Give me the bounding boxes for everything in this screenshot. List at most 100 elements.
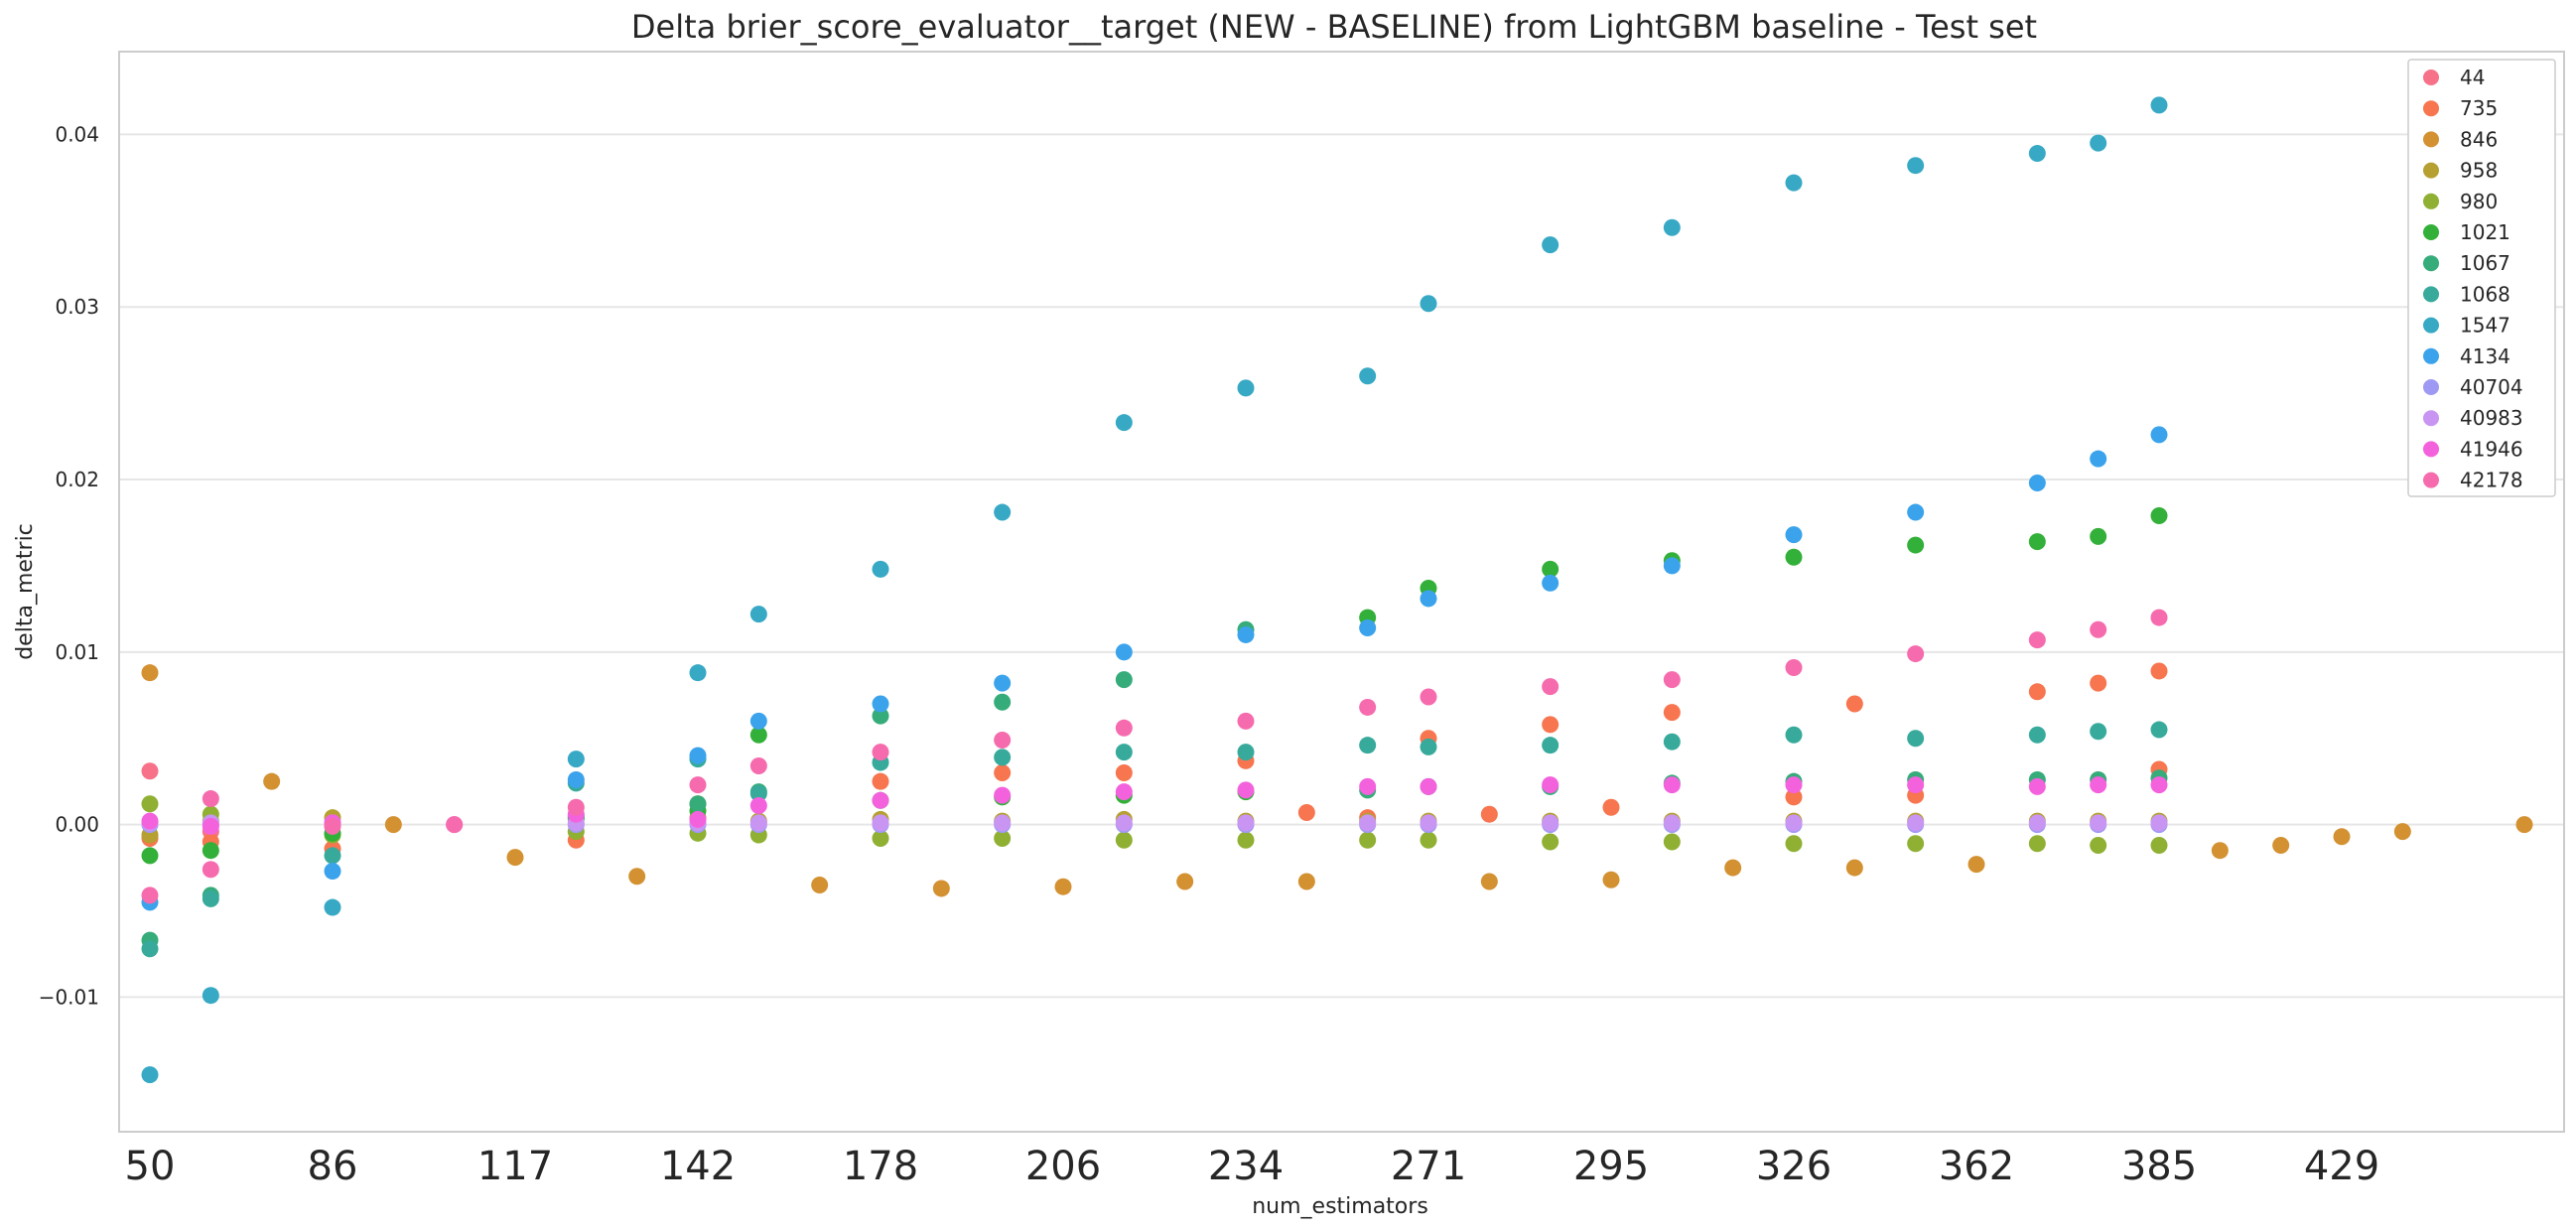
data-point-846 bbox=[1602, 871, 1620, 888]
data-point-41946 bbox=[994, 786, 1012, 804]
data-point-4134 bbox=[689, 747, 707, 764]
data-point-1068 bbox=[1542, 737, 1559, 754]
data-point-1068 bbox=[324, 847, 341, 865]
y-tick-label: −0.01 bbox=[39, 985, 99, 1009]
data-point-4134 bbox=[567, 770, 585, 788]
data-point-1068 bbox=[1359, 737, 1377, 754]
data-point-42178 bbox=[202, 790, 219, 808]
data-point-846 bbox=[932, 880, 950, 897]
data-point-42178 bbox=[2028, 631, 2046, 649]
data-point-1547 bbox=[141, 1066, 159, 1084]
data-point-735 bbox=[1115, 763, 1133, 781]
data-point-4134 bbox=[1785, 526, 1803, 544]
data-point-846 bbox=[1845, 859, 1863, 877]
data-point-735 bbox=[1785, 788, 1803, 806]
data-point-980 bbox=[2090, 836, 2107, 854]
data-point-980 bbox=[1907, 835, 1925, 853]
data-point-980 bbox=[1542, 833, 1559, 851]
x-tick-label: 117 bbox=[477, 1144, 553, 1189]
legend-label: 42178 bbox=[2460, 469, 2523, 492]
data-point-1021 bbox=[1542, 560, 1559, 578]
data-point-980 bbox=[1115, 831, 1133, 849]
data-points bbox=[141, 96, 2533, 1084]
data-point-40983 bbox=[1907, 814, 1925, 832]
data-point-41946 bbox=[2028, 777, 2046, 795]
legend-label: 846 bbox=[2460, 127, 2498, 151]
data-point-40983 bbox=[1420, 814, 1437, 832]
data-point-42178 bbox=[689, 776, 707, 794]
data-point-980 bbox=[872, 830, 889, 848]
data-point-41946 bbox=[1907, 776, 1925, 794]
data-point-4134 bbox=[1115, 643, 1133, 661]
data-point-4134 bbox=[324, 863, 341, 881]
data-point-41946 bbox=[1115, 783, 1133, 801]
data-point-41946 bbox=[689, 810, 707, 828]
data-point-1068 bbox=[2028, 726, 2046, 744]
legend-label: 958 bbox=[2460, 159, 2498, 183]
x-tick-labels: 50 86 117 142 178 206 234 271 295 326 362 385 429 bbox=[125, 1144, 2380, 1189]
legend-marker bbox=[2423, 286, 2439, 303]
data-point-1068 bbox=[202, 889, 219, 907]
legend-marker bbox=[2423, 410, 2439, 427]
data-point-1547 bbox=[872, 560, 889, 578]
data-point-735 bbox=[994, 763, 1012, 781]
x-tick-label: 234 bbox=[1208, 1144, 1284, 1189]
data-point-41946 bbox=[141, 812, 159, 830]
data-point-42178 bbox=[324, 817, 341, 835]
legend-marker bbox=[2423, 255, 2439, 272]
data-point-41946 bbox=[1663, 776, 1681, 794]
data-point-846 bbox=[1054, 878, 1072, 895]
data-point-735 bbox=[2028, 683, 2046, 701]
data-point-42178 bbox=[2150, 609, 2168, 626]
data-point-1067 bbox=[872, 707, 889, 725]
data-point-42178 bbox=[567, 798, 585, 816]
data-point-41946 bbox=[749, 797, 767, 815]
data-point-4134 bbox=[1663, 557, 1681, 575]
y-axis-label: delta_metric bbox=[13, 523, 38, 660]
data-point-1021 bbox=[1907, 536, 1925, 554]
legend-label: 735 bbox=[2460, 96, 2498, 120]
data-point-735 bbox=[1602, 798, 1620, 816]
data-point-980 bbox=[141, 795, 159, 813]
data-point-1068 bbox=[1907, 730, 1925, 748]
data-point-42178 bbox=[872, 744, 889, 761]
data-point-42178 bbox=[1115, 719, 1133, 737]
x-tick-label: 86 bbox=[308, 1144, 358, 1189]
chart-title: Delta brier_score_evaluator__target (NEW… bbox=[631, 8, 2037, 46]
legend-label: 980 bbox=[2460, 190, 2498, 213]
data-point-4134 bbox=[2090, 450, 2107, 468]
data-point-40983 bbox=[1237, 814, 1255, 832]
data-point-1067 bbox=[689, 795, 707, 813]
data-point-980 bbox=[1785, 835, 1803, 853]
data-point-846 bbox=[506, 849, 524, 867]
data-point-41946 bbox=[1542, 776, 1559, 794]
data-point-1068 bbox=[1115, 744, 1133, 761]
data-point-735 bbox=[1297, 803, 1315, 821]
data-point-735 bbox=[1845, 695, 1863, 713]
data-point-1068 bbox=[994, 749, 1012, 766]
legend-label: 4134 bbox=[2460, 344, 2510, 368]
data-point-4134 bbox=[2150, 426, 2168, 444]
data-point-40983 bbox=[2090, 814, 2107, 832]
data-point-846 bbox=[141, 664, 159, 682]
data-point-40983 bbox=[1115, 814, 1133, 832]
data-point-1547 bbox=[2028, 145, 2046, 163]
legend-marker bbox=[2423, 193, 2439, 209]
data-point-1547 bbox=[1663, 218, 1681, 236]
legend-label: 44 bbox=[2460, 66, 2485, 89]
data-point-846 bbox=[2515, 816, 2533, 834]
data-point-846 bbox=[384, 816, 402, 834]
data-point-1068 bbox=[1237, 744, 1255, 761]
data-point-44 bbox=[141, 762, 159, 780]
data-point-735 bbox=[2090, 674, 2107, 692]
data-point-4134 bbox=[2028, 475, 2046, 492]
data-point-42178 bbox=[1420, 688, 1437, 706]
plot-frame bbox=[118, 51, 2565, 1133]
data-point-846 bbox=[2393, 823, 2411, 841]
x-tick-label: 362 bbox=[1939, 1144, 2014, 1189]
x-tick-label: 142 bbox=[660, 1144, 736, 1189]
x-tick-label: 385 bbox=[2121, 1144, 2197, 1189]
x-tick-label: 206 bbox=[1025, 1144, 1101, 1189]
data-point-1547 bbox=[1785, 174, 1803, 192]
data-point-980 bbox=[2028, 835, 2046, 853]
